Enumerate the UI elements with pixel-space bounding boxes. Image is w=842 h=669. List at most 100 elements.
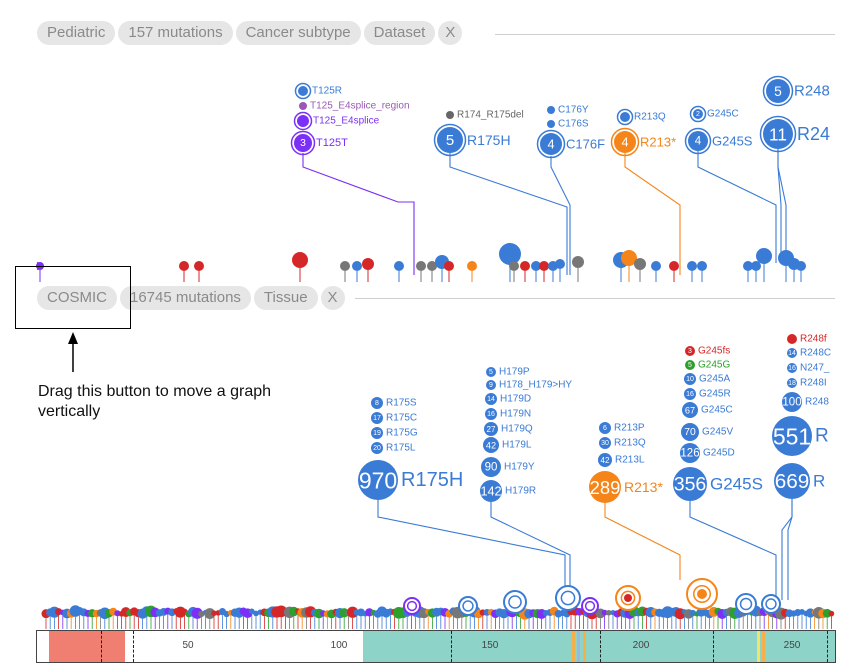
domain-boundary [101,631,102,662]
lollipop-head [427,261,437,271]
domain-segment [577,631,580,662]
leader-line [302,153,415,275]
bubble-count: 3 [300,138,306,149]
mutation-label: R174_R175del [457,110,524,121]
pediatric-tab[interactable]: Pediatric [37,21,116,45]
leader-line [377,500,566,592]
hotspot-ring [503,590,527,614]
hotspot-ring [739,597,753,611]
mutation-bubble [787,363,797,373]
bubble-ring [762,75,794,107]
bubble-count: 4 [695,136,702,148]
mutation-label: R213* [624,479,663,495]
mutation-label: T125_E4splice [313,116,380,127]
cancer-subtype-tab[interactable]: Cancer subtype [235,21,361,45]
ruler-tick-label: 250 [783,640,801,651]
mutation-bubble [685,346,695,356]
lollipop-head [624,594,632,602]
ruler-tick-label: 50 [182,640,194,651]
dataset-tab[interactable]: Dataset [363,21,436,45]
leader-line [550,156,571,275]
bubble-count: 5 [688,362,692,369]
cosmic-drag-button[interactable]: COSMIC [37,286,117,310]
mutation-bubble [298,86,308,96]
mutation-label: C176Y [558,105,589,116]
mutation-label: R24 [797,124,830,144]
bubble-ring [616,108,634,126]
lollipop-head [248,608,255,615]
lollipop-head [467,261,477,271]
bubble-count: 18 [788,380,796,387]
mutation-bubble [480,480,502,502]
mutation-count-tab[interactable]: 16745 mutations [120,286,251,310]
bubble-count: 14 [788,350,796,357]
ruler-tick-label: 200 [632,640,650,651]
lollipop-head [340,261,350,271]
mutation-bubble [620,112,630,122]
mutation-label: G245S [710,475,763,494]
bubble-count: 11 [769,125,787,145]
mutation-label: R213P [614,423,645,434]
annotation-text: Drag this button to move a graph vertica… [38,383,272,420]
lollipop-head [689,609,697,617]
lollipop-head [539,261,549,271]
mutation-bubble [371,412,383,424]
lollipop-head [292,252,308,268]
bubble-count: 27 [487,425,496,434]
panel2-tab-row: COSMIC 16745 mutations Tissue X [37,286,345,310]
mutation-bubble [547,120,555,128]
lollipop-head [828,610,835,617]
mutation-label: G245G [698,360,730,371]
mutation-bubble [787,334,797,344]
leader-line [624,153,681,275]
lollipop-head [751,261,761,271]
lollipop-head [697,261,707,271]
mutation-bubble [481,457,501,477]
tissue-tab[interactable]: Tissue [253,286,318,310]
bubble-count: 4 [547,138,554,152]
mutation-label: N247_ [800,363,830,374]
bubble-count: 551 [773,424,811,450]
mutation-label: H178_H179>HY [499,380,572,391]
bubble-count: 6 [603,425,607,432]
mutation-bubble [485,393,497,405]
bubble-ring [689,105,707,123]
bubble-count: 289 [590,477,621,498]
lollipop-head [499,243,521,265]
mutation-bubble [693,109,703,119]
mutation-count-tab[interactable]: 157 mutations [118,21,233,45]
mutation-bubble [684,388,696,400]
mutation-label: G245C [707,109,739,120]
protein-domain-ruler[interactable]: 50 100 150 200 250 [36,630,836,663]
domain-segment [583,631,586,662]
mutation-bubble [684,373,696,385]
close-panel1-button[interactable]: X [438,21,463,45]
mutation-label: G245C [701,405,733,416]
bubble-count: 970 [359,468,397,494]
bubble-count: 67 [685,406,695,416]
mutation-label: R213L [615,455,645,466]
lollipop-head [555,259,565,269]
lollipop-head [621,250,637,266]
annotation-highlight-box [15,266,131,329]
bubble-ring [294,82,312,100]
hotspot-ring [406,600,418,612]
mutation-label: H179Q [501,424,533,435]
hotspot-ring [761,594,781,614]
close-panel2-button[interactable]: X [320,286,345,310]
bubble-count: 3 [688,348,692,355]
hotspot-ring [403,597,421,615]
bubble-count: 16 [487,411,495,418]
mutation-label: H179N [500,409,531,420]
mutation-bubble [540,133,562,155]
lollipop-head [362,258,374,270]
mutation-label: R248 [794,83,830,100]
lollipop-head [634,258,646,270]
bubble-count: 356 [674,474,707,496]
ruler-tick-label: 100 [330,640,348,651]
domain-boundary [133,631,134,662]
mutation-bubble [614,131,636,153]
bubble-count: 669 [775,470,810,493]
mutation-label: H179D [500,394,531,405]
hotspot-ring [560,590,576,606]
